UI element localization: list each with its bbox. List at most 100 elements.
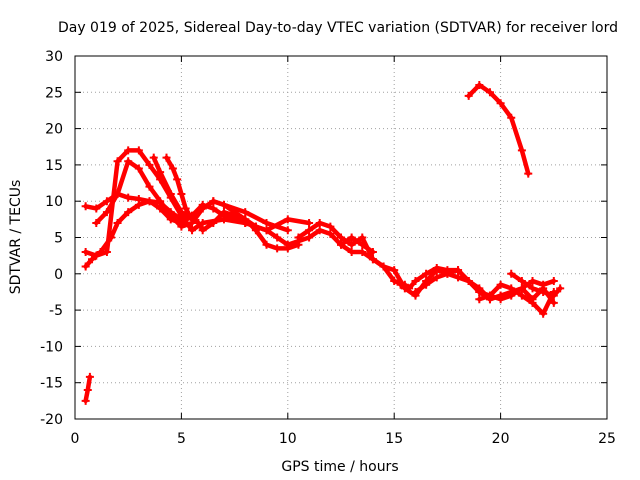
data-point <box>81 202 90 211</box>
data-point <box>156 197 165 206</box>
x-tick-label: 20 <box>492 431 510 447</box>
series-trail <box>477 282 557 316</box>
data-point <box>475 81 484 90</box>
data-point <box>177 189 186 198</box>
data-point <box>539 309 548 318</box>
x-axis-label: GPS time / hours <box>281 459 398 475</box>
y-tick-label: 15 <box>45 158 63 174</box>
y-tick-label: 5 <box>54 231 63 247</box>
data-point <box>507 113 516 122</box>
data-point <box>347 240 356 249</box>
data-point <box>454 273 463 282</box>
data-point <box>241 218 250 227</box>
data-point <box>464 91 473 100</box>
data-point <box>181 204 190 213</box>
data-point <box>475 284 484 293</box>
data-point <box>113 189 122 198</box>
data-point <box>198 204 207 213</box>
data-point <box>85 372 94 381</box>
data-point <box>209 204 218 213</box>
data-point <box>283 226 292 235</box>
data-point <box>347 233 356 242</box>
data-point <box>92 251 101 260</box>
y-tick-label: -10 <box>40 339 63 355</box>
data-point <box>411 287 420 296</box>
data-point <box>305 218 314 227</box>
y-tick-label: -15 <box>40 376 63 392</box>
y-tick-label: 20 <box>45 122 63 138</box>
y-tick-label: 30 <box>45 49 63 65</box>
data-point <box>219 215 228 224</box>
data-point <box>209 218 218 227</box>
x-tick-label: 10 <box>279 431 297 447</box>
data-point <box>177 208 186 217</box>
data-point <box>188 215 197 224</box>
data-point <box>405 284 414 293</box>
data-point <box>539 287 548 296</box>
data-point <box>517 291 526 300</box>
data-point <box>396 280 405 289</box>
data-point <box>166 189 175 198</box>
data-point <box>517 277 526 286</box>
data-point <box>219 200 228 209</box>
x-tick-label: 0 <box>71 431 80 447</box>
data-point <box>305 226 314 235</box>
x-tick-label: 5 <box>177 431 186 447</box>
data-point <box>162 153 171 162</box>
data-point <box>145 160 154 169</box>
data-point <box>209 197 218 206</box>
data-point <box>326 229 335 238</box>
data-point <box>173 175 182 184</box>
data-point <box>177 222 186 231</box>
series-track-13 <box>507 269 565 300</box>
data-point <box>315 218 324 227</box>
data-point <box>326 222 335 231</box>
data-point <box>390 266 399 275</box>
series-track-14 <box>464 81 533 178</box>
data-point <box>92 204 101 213</box>
data-point <box>528 284 537 293</box>
data-point <box>168 164 177 173</box>
data-point <box>273 233 282 242</box>
data-point <box>539 280 548 289</box>
data-point <box>145 197 154 206</box>
data-point <box>347 248 356 257</box>
series-trail <box>466 82 531 176</box>
series-track-12 <box>475 280 558 318</box>
data-point <box>113 218 122 227</box>
series-track-7 <box>162 153 377 257</box>
data-point <box>315 226 324 235</box>
data-point <box>411 277 420 286</box>
series-trail <box>83 148 312 258</box>
data-point <box>507 284 516 293</box>
data-point <box>368 255 377 264</box>
data-point <box>556 284 565 293</box>
data-point <box>549 291 558 300</box>
data-point <box>188 226 197 235</box>
data-point <box>337 240 345 249</box>
data-point <box>432 263 441 272</box>
data-point <box>241 208 250 217</box>
data-point <box>517 284 526 293</box>
series-track-1 <box>81 372 94 405</box>
data-point <box>230 211 239 220</box>
data-point <box>507 269 516 278</box>
data-point <box>496 291 505 300</box>
data-point <box>464 277 473 286</box>
data-point <box>219 208 228 217</box>
data-point <box>102 208 111 217</box>
data-point <box>475 295 484 304</box>
data-point <box>496 99 505 108</box>
y-tick-label: 25 <box>45 85 63 101</box>
data-point <box>156 168 165 177</box>
chart-title: Day 019 of 2025, Sidereal Day-to-day VTE… <box>58 20 618 36</box>
data-point <box>358 248 367 257</box>
data-point <box>432 273 441 282</box>
data-point <box>273 244 282 253</box>
data-point <box>124 146 133 155</box>
data-point <box>528 298 537 307</box>
data-point <box>485 291 494 300</box>
series-track-11 <box>411 266 558 304</box>
